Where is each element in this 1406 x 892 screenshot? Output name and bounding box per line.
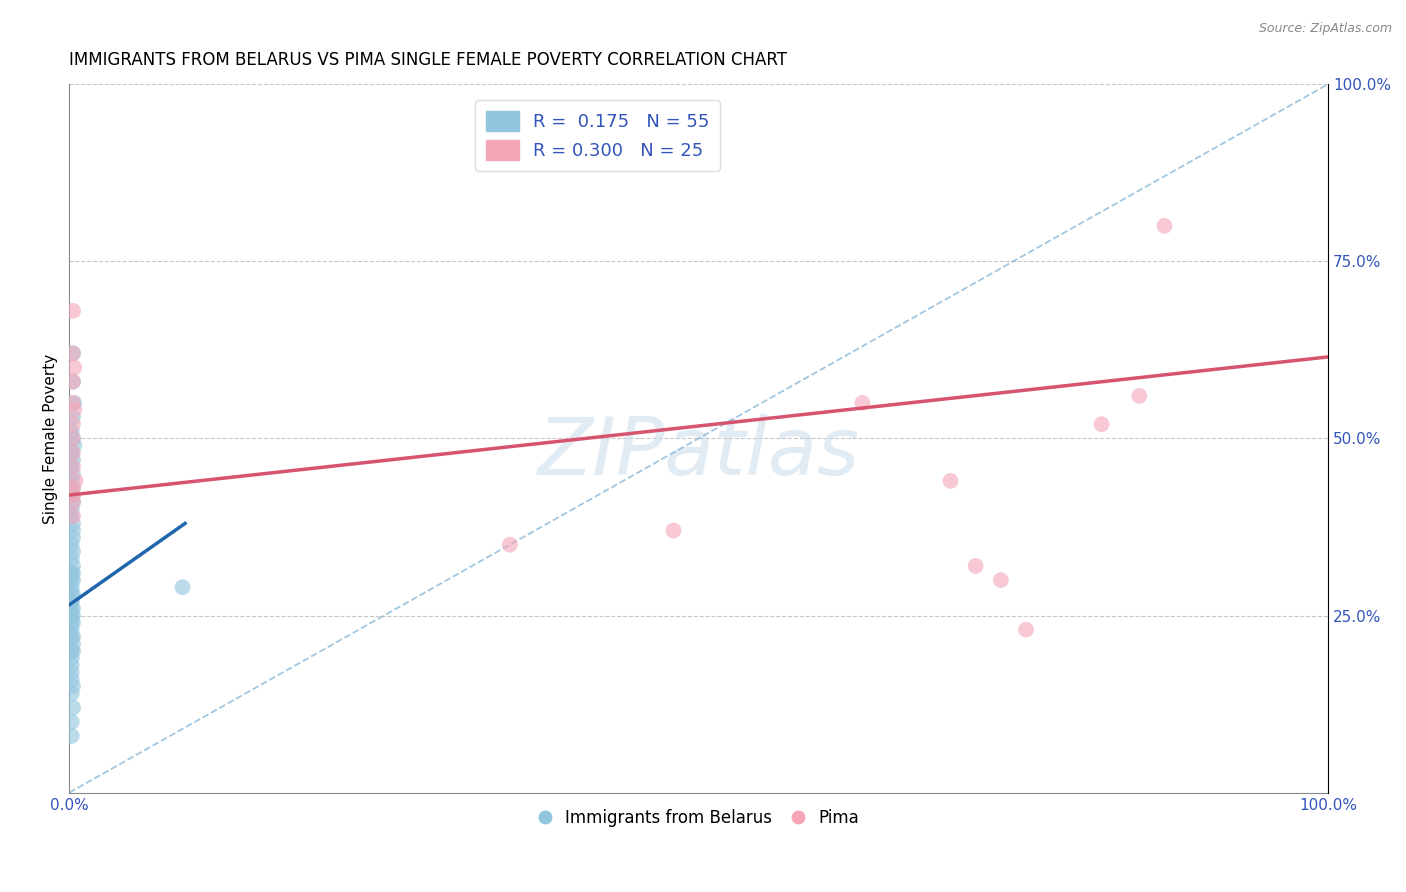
Point <box>1015 623 1038 637</box>
Point <box>63 438 86 452</box>
Point <box>63 396 86 410</box>
Point <box>62 459 84 474</box>
Point <box>62 524 84 538</box>
Point <box>63 360 86 375</box>
Point <box>60 665 83 680</box>
Text: ZIPatlas: ZIPatlas <box>537 414 859 491</box>
Point <box>60 630 83 644</box>
Point <box>63 403 86 417</box>
Point <box>60 573 83 587</box>
Point <box>62 516 84 531</box>
Point <box>62 573 84 587</box>
Point <box>60 623 83 637</box>
Point <box>60 673 83 687</box>
Point <box>1153 219 1175 233</box>
Point <box>62 375 84 389</box>
Point <box>62 445 84 459</box>
Point <box>60 651 83 665</box>
Point <box>62 545 84 559</box>
Point <box>1090 417 1112 432</box>
Point <box>62 601 84 615</box>
Point <box>62 679 84 693</box>
Point <box>172 580 194 594</box>
Point <box>60 615 83 630</box>
Point <box>60 502 83 516</box>
Point <box>60 566 83 580</box>
Point <box>62 481 84 495</box>
Point <box>62 431 84 445</box>
Point <box>62 495 84 509</box>
Point <box>662 524 685 538</box>
Point <box>60 552 83 566</box>
Point <box>939 474 962 488</box>
Point <box>1128 389 1150 403</box>
Point <box>62 608 84 623</box>
Point <box>60 608 83 623</box>
Point <box>60 509 83 524</box>
Point <box>62 566 84 580</box>
Point <box>499 538 522 552</box>
Point <box>65 474 87 488</box>
Point <box>62 644 84 658</box>
Point <box>60 445 83 459</box>
Point <box>60 729 83 743</box>
Point <box>60 601 83 615</box>
Point <box>62 495 84 509</box>
Point <box>60 686 83 700</box>
Point <box>62 509 84 524</box>
Point <box>62 452 84 467</box>
Text: Source: ZipAtlas.com: Source: ZipAtlas.com <box>1258 22 1392 36</box>
Point <box>62 431 84 445</box>
Point <box>62 587 84 601</box>
Point <box>62 346 84 360</box>
Point <box>60 580 83 594</box>
Point <box>62 488 84 502</box>
Legend: Immigrants from Belarus, Pima: Immigrants from Belarus, Pima <box>531 803 866 834</box>
Point <box>60 587 83 601</box>
Point <box>60 425 83 439</box>
Point <box>62 558 84 573</box>
Text: IMMIGRANTS FROM BELARUS VS PIMA SINGLE FEMALE POVERTY CORRELATION CHART: IMMIGRANTS FROM BELARUS VS PIMA SINGLE F… <box>69 51 787 69</box>
Point <box>62 303 84 318</box>
Point <box>62 481 84 495</box>
Point <box>62 396 84 410</box>
Point <box>60 644 83 658</box>
Point <box>62 346 84 360</box>
Point <box>965 558 987 573</box>
Point <box>62 531 84 545</box>
Y-axis label: Single Female Poverty: Single Female Poverty <box>44 353 58 524</box>
Point <box>60 474 83 488</box>
Point <box>62 700 84 714</box>
Point <box>62 488 84 502</box>
Point <box>60 594 83 608</box>
Point <box>60 714 83 729</box>
Point <box>62 467 84 481</box>
Point <box>60 538 83 552</box>
Point <box>60 594 83 608</box>
Point <box>851 396 873 410</box>
Point <box>62 630 84 644</box>
Point <box>60 459 83 474</box>
Point <box>62 615 84 630</box>
Point <box>60 658 83 673</box>
Point <box>62 417 84 432</box>
Point <box>62 637 84 651</box>
Point <box>990 573 1012 587</box>
Point <box>62 375 84 389</box>
Point <box>62 410 84 425</box>
